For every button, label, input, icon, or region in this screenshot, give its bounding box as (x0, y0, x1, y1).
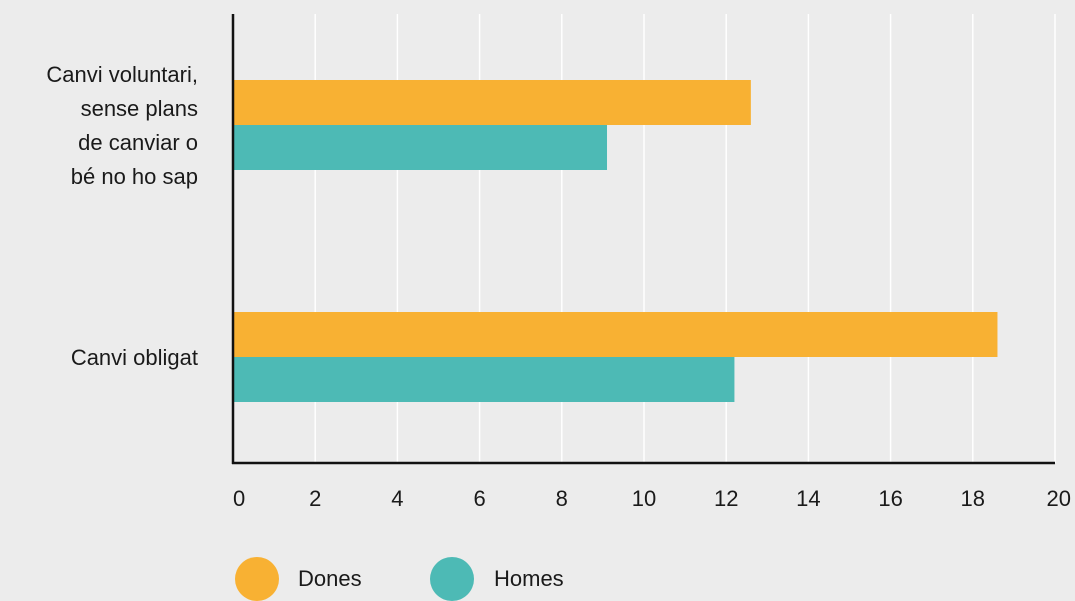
category-label: de canviar o (78, 130, 198, 155)
category-label: Canvi voluntari, (46, 62, 198, 87)
axes (231, 14, 1055, 465)
category-label: bé no ho sap (71, 164, 198, 189)
x-tick-label: 6 (473, 486, 485, 511)
bar-dones-1 (233, 80, 751, 125)
x-tick-label: 20 (1047, 486, 1071, 511)
x-tick-label: 2 (309, 486, 321, 511)
legend-label-dones: Dones (298, 566, 362, 591)
bars (233, 80, 998, 402)
x-tick-label: 14 (796, 486, 820, 511)
bar-dones-2 (233, 312, 998, 357)
x-tick-label: 16 (878, 486, 902, 511)
bar-homes-1 (233, 125, 608, 170)
legend-label-homes: Homes (494, 566, 564, 591)
category-labels: Canvi voluntari, sense plans de canviar o b… (46, 62, 198, 370)
legend-swatch-homes (430, 557, 474, 601)
x-tick-label: 4 (391, 486, 403, 511)
bar-homes-2 (233, 357, 735, 402)
x-tick-labels: 0 2 4 6 8 10 12 14 16 18 20 (233, 486, 1071, 511)
x-tick-label: 18 (961, 486, 985, 511)
x-tick-label: 8 (556, 486, 568, 511)
x-tick-label: 12 (714, 486, 738, 511)
category-label: sense plans (81, 96, 198, 121)
x-tick-label: 10 (632, 486, 656, 511)
x-tick-label: 0 (233, 486, 245, 511)
category-label: Canvi obligat (71, 345, 198, 370)
legend-swatch-dones (235, 557, 279, 601)
legend: Dones Homes (235, 557, 564, 601)
